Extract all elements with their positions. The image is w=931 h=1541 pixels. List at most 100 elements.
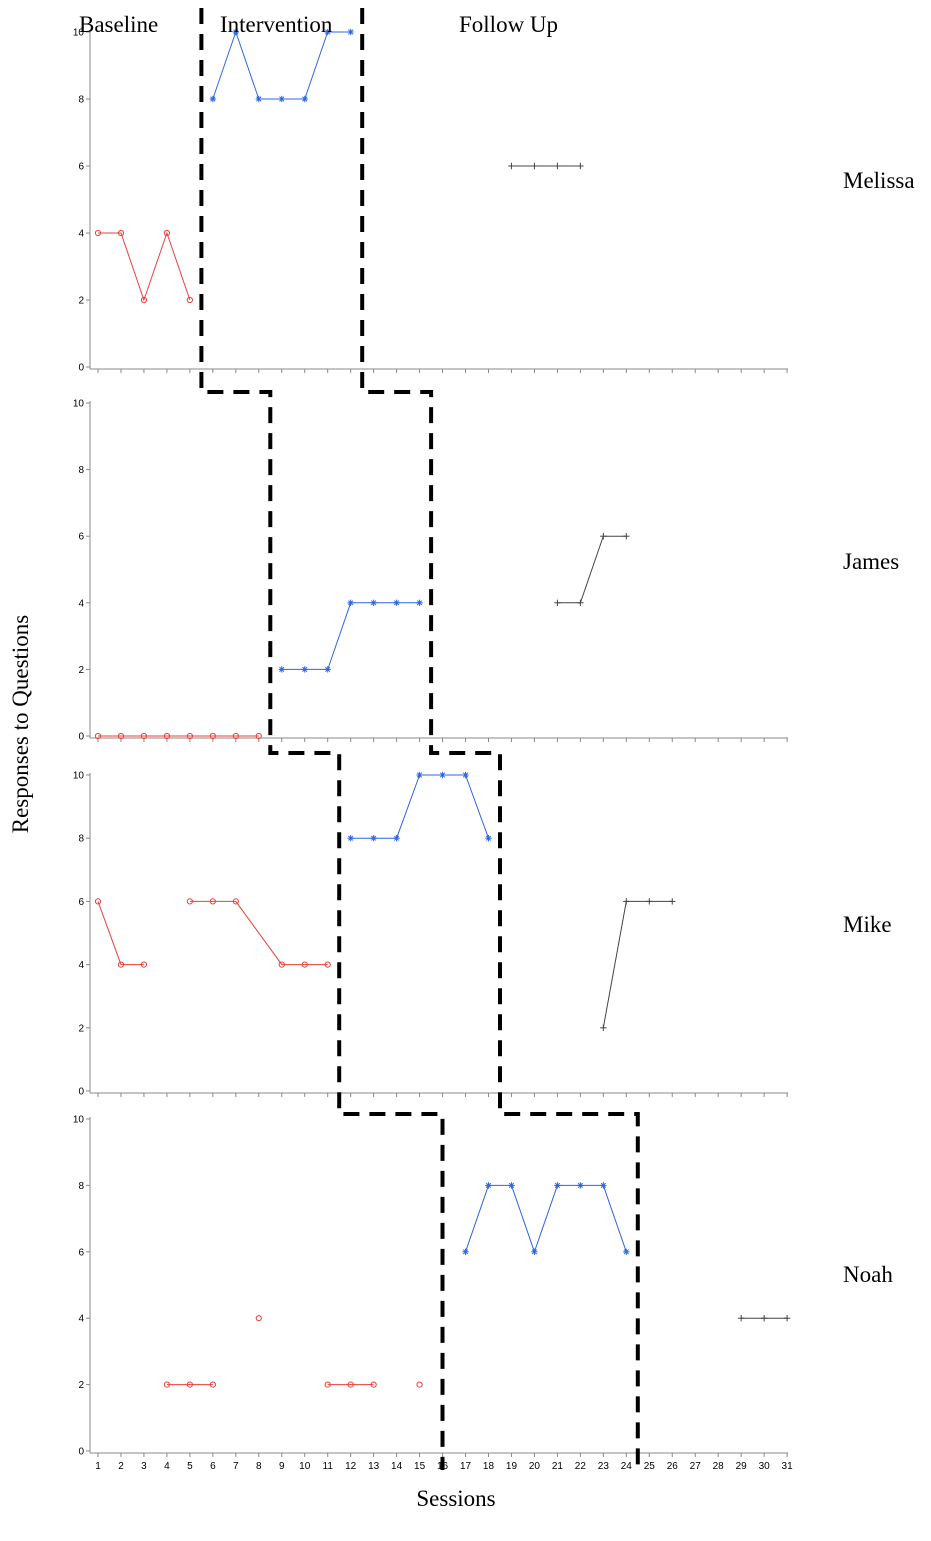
point-mike-baseline-2 bbox=[117, 961, 125, 968]
x-tick-label-18: 18 bbox=[483, 1461, 495, 1472]
x-tick-label-4: 4 bbox=[164, 1461, 170, 1472]
x-tick-label-13: 13 bbox=[368, 1461, 380, 1472]
point-melissa-baseline-2 bbox=[117, 229, 125, 237]
point-mike-follow_up-25 bbox=[646, 898, 653, 905]
line-melissa-intervention-1 bbox=[212, 30, 351, 100]
panel-james: 0 2 4 6 8 10 James bbox=[73, 399, 899, 743]
point-mike-baseline-3 bbox=[140, 961, 148, 968]
point-melissa-intervention-7 bbox=[232, 28, 240, 36]
line-mike-baseline-0 bbox=[97, 901, 144, 966]
point-mike-follow_up-26 bbox=[669, 898, 676, 905]
x-axis-title: Sessions bbox=[416, 1486, 495, 1511]
point-melissa-baseline-4 bbox=[163, 229, 171, 237]
point-melissa-intervention-12 bbox=[347, 28, 354, 36]
point-mike-intervention-15 bbox=[416, 771, 423, 779]
x-tick-label-26: 26 bbox=[667, 1461, 679, 1472]
point-mike-intervention-12 bbox=[347, 835, 354, 842]
x-tick-label-29: 29 bbox=[736, 1461, 748, 1472]
x-tick-label-27: 27 bbox=[690, 1461, 702, 1472]
series-james-intervention-1 bbox=[278, 599, 423, 673]
point-noah-baseline-11 bbox=[324, 1381, 331, 1388]
y-tick-label-mike-6: 6 bbox=[78, 897, 84, 908]
x-tick-label-15: 15 bbox=[414, 1461, 426, 1472]
panels-layer: 0246810Melissa0246810James0246810Mike024… bbox=[73, 28, 915, 1473]
series-melissa-baseline-0 bbox=[94, 229, 193, 304]
point-noah-intervention-22 bbox=[577, 1182, 584, 1189]
point-noah-baseline-12 bbox=[347, 1381, 354, 1388]
point-noah-intervention-21 bbox=[554, 1182, 561, 1189]
y-tick-label-melissa-6: 6 bbox=[78, 162, 84, 173]
point-melissa-baseline-3 bbox=[140, 296, 148, 304]
y-tick-label-james-2: 2 bbox=[78, 665, 84, 676]
point-mike-intervention-14 bbox=[393, 835, 400, 842]
point-james-intervention-10 bbox=[301, 666, 308, 673]
series-noah-baseline-2 bbox=[324, 1381, 377, 1388]
x-tick-label-9: 9 bbox=[279, 1461, 285, 1472]
line-mike-follow_up-3 bbox=[602, 900, 673, 1028]
y-tick-label-james-0: 0 bbox=[78, 732, 84, 743]
point-james-intervention-13 bbox=[370, 599, 377, 606]
y-tick-label-noah-6: 6 bbox=[78, 1247, 84, 1258]
point-noah-follow_up-29 bbox=[737, 1315, 745, 1322]
y-tick-label-mike-0: 0 bbox=[78, 1087, 84, 1098]
phase-change-lines bbox=[199, 8, 640, 1470]
x-tick-label-25: 25 bbox=[644, 1461, 656, 1472]
x-tick-label-31: 31 bbox=[782, 1461, 794, 1472]
y-tick-label-melissa-8: 8 bbox=[78, 95, 84, 106]
point-mike-baseline-6 bbox=[209, 898, 216, 905]
line-mike-intervention-2 bbox=[350, 774, 489, 839]
x-tick-label-1: 1 bbox=[95, 1461, 101, 1472]
x-tick-label-19: 19 bbox=[506, 1461, 518, 1472]
y-tick-label-noah-10: 10 bbox=[73, 1115, 85, 1126]
y-tick-label-james-6: 6 bbox=[78, 532, 84, 543]
point-james-baseline-8 bbox=[255, 732, 262, 740]
point-noah-baseline-15 bbox=[416, 1381, 423, 1388]
x-tick-label-24: 24 bbox=[621, 1461, 633, 1472]
y-tick-label-james-8: 8 bbox=[78, 465, 84, 476]
point-mike-baseline-9 bbox=[278, 961, 285, 968]
point-james-intervention-9 bbox=[278, 666, 285, 673]
series-james-follow_up-2 bbox=[554, 533, 630, 606]
x-tick-label-23: 23 bbox=[598, 1461, 610, 1472]
x-tick-label-2: 2 bbox=[118, 1461, 124, 1472]
series-mike-baseline-1 bbox=[186, 898, 331, 968]
point-mike-baseline-1 bbox=[94, 898, 102, 905]
point-james-baseline-1 bbox=[94, 732, 102, 740]
line-james-intervention-1 bbox=[281, 602, 420, 670]
point-noah-intervention-18 bbox=[485, 1182, 492, 1189]
x-tick-label-11: 11 bbox=[323, 1461, 334, 1472]
point-noah-intervention-24 bbox=[623, 1248, 630, 1255]
x-tick-label-20: 20 bbox=[529, 1461, 541, 1472]
point-melissa-baseline-1 bbox=[94, 229, 102, 237]
y-tick-label-mike-10: 10 bbox=[73, 771, 85, 782]
point-james-baseline-7 bbox=[232, 732, 239, 740]
phase-label-intervention: Intervention bbox=[220, 12, 333, 37]
series-noah-baseline-0 bbox=[163, 1381, 216, 1388]
line-noah-intervention-4 bbox=[465, 1184, 627, 1254]
phase-change-line-1 bbox=[199, 8, 445, 1470]
y-tick-label-noah-4: 4 bbox=[78, 1314, 84, 1325]
series-melissa-follow_up-2 bbox=[508, 162, 584, 170]
point-james-baseline-5 bbox=[186, 732, 193, 740]
x-tick-label-10: 10 bbox=[299, 1461, 311, 1472]
x-tick-label-17: 17 bbox=[460, 1461, 472, 1472]
point-james-baseline-2 bbox=[117, 732, 125, 740]
point-noah-baseline-8 bbox=[255, 1315, 262, 1322]
series-noah-baseline-3 bbox=[416, 1381, 423, 1388]
point-melissa-baseline-5 bbox=[186, 296, 193, 304]
point-noah-baseline-6 bbox=[209, 1381, 216, 1388]
y-tick-label-melissa-10: 10 bbox=[73, 28, 85, 39]
phase-change-line-2 bbox=[360, 8, 640, 1470]
point-mike-baseline-11 bbox=[324, 961, 331, 968]
point-melissa-intervention-6 bbox=[209, 95, 217, 103]
series-noah-baseline-1 bbox=[255, 1315, 262, 1322]
point-melissa-follow_up-20 bbox=[531, 162, 538, 170]
point-mike-follow_up-23 bbox=[600, 1024, 607, 1031]
point-noah-follow_up-30 bbox=[760, 1315, 768, 1322]
point-melissa-intervention-11 bbox=[324, 28, 331, 36]
series-james-baseline-0 bbox=[94, 732, 262, 740]
point-james-follow_up-24 bbox=[623, 533, 630, 540]
point-mike-intervention-17 bbox=[462, 771, 469, 779]
labels-layer: Baseline Intervention Follow Up Response… bbox=[8, 12, 558, 1511]
